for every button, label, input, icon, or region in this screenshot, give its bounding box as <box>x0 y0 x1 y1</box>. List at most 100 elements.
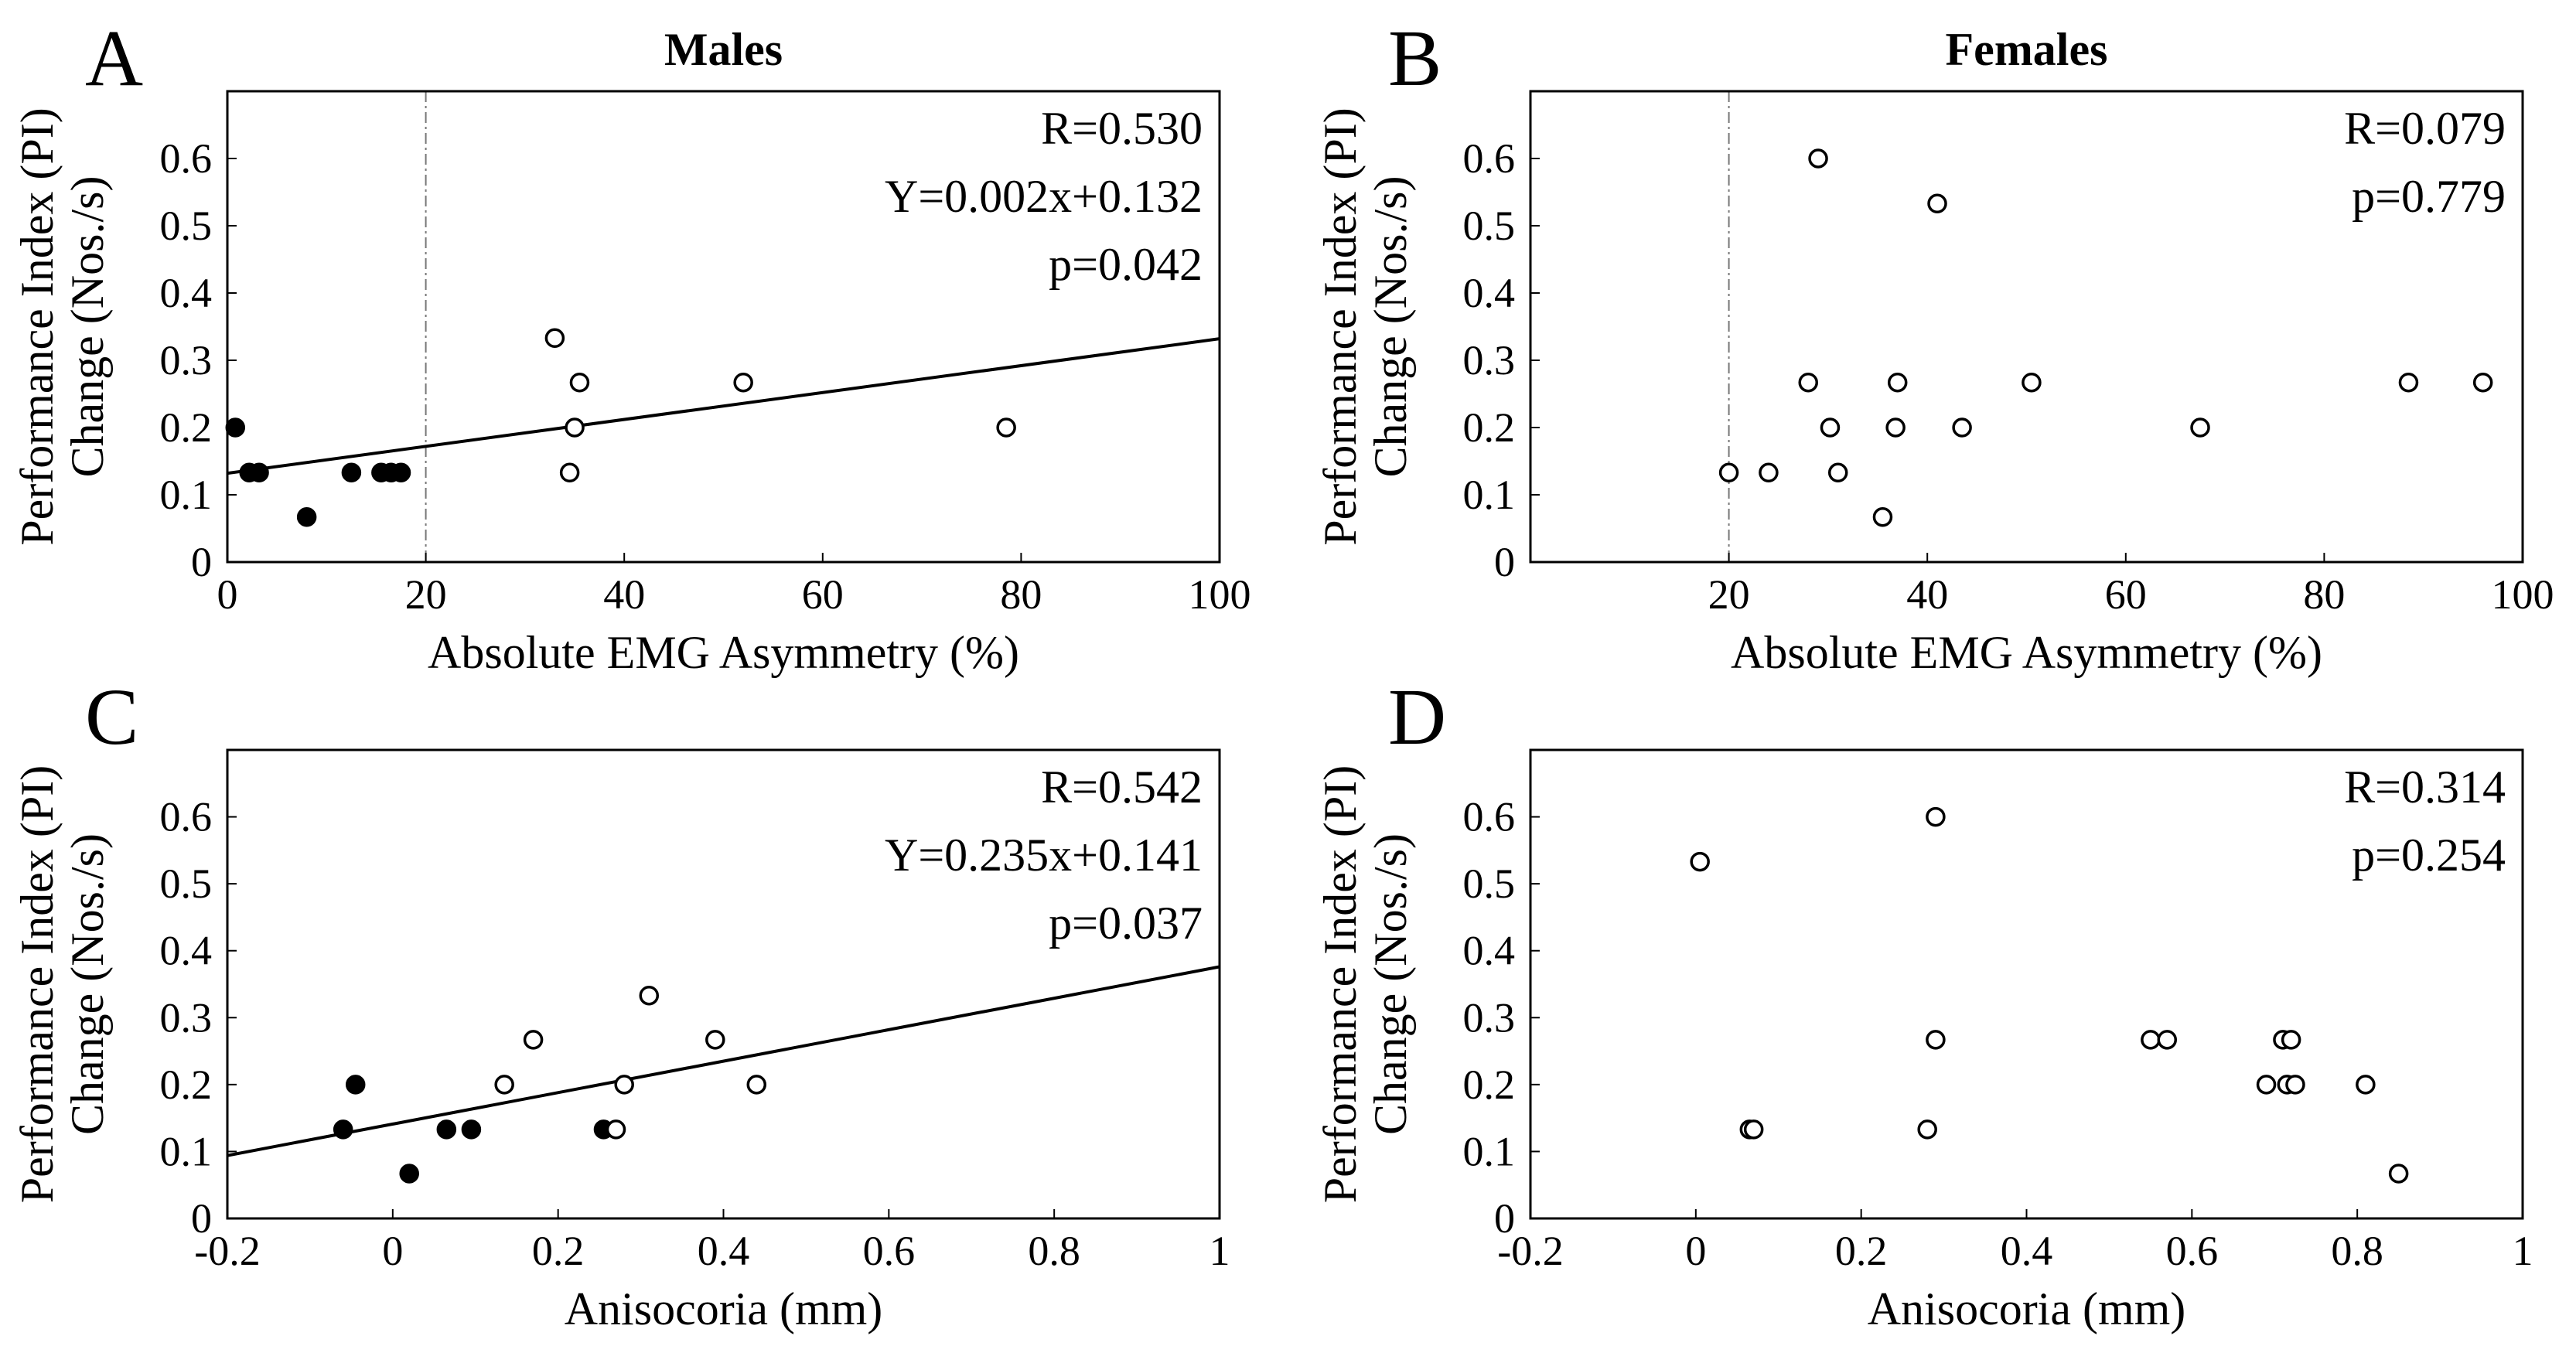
y-tick-label: 0.5 <box>160 203 213 249</box>
plot-frame <box>226 748 1221 1220</box>
data-point-filled <box>333 1119 353 1140</box>
y-axis-label-line: Change (Nos./s) <box>1365 176 1416 478</box>
data-point-open <box>559 462 580 483</box>
data-point-filled <box>225 417 246 438</box>
data-point-open <box>1917 1119 1937 1140</box>
x-tick-label: 0.6 <box>863 1228 916 1274</box>
data-point-open <box>606 1119 626 1140</box>
x-tick-label: 60 <box>2105 571 2147 618</box>
x-tick-label: 0.2 <box>1835 1228 1888 1274</box>
y-axis-label-line: Change (Nos./s) <box>62 176 113 478</box>
y-tick-label: 0.6 <box>1463 794 1516 840</box>
data-point-open <box>639 985 660 1006</box>
plot-frame <box>1529 748 2524 1220</box>
data-point-open <box>494 1075 514 1095</box>
y-tick-label: 0.3 <box>160 994 213 1041</box>
data-point-open <box>746 1075 767 1095</box>
data-point-open <box>523 1030 544 1050</box>
stat-annotation: R=0.314 <box>2344 762 2506 813</box>
y-axis-label-line: Change (Nos./s) <box>62 833 113 1135</box>
panel-d: D-0.2 0 0.2 0.4 0.6 0.8 100.10.20.30.40.50.6An… <box>1315 673 2533 1334</box>
y-tick-label: 0.5 <box>1463 203 1516 249</box>
x-tick-label: -0.2 <box>1497 1228 1563 1274</box>
x-axis-label: Absolute EMG Asymmetry (%) <box>428 627 1019 678</box>
y-axis-label-line: Performance Index (PI) <box>12 765 63 1203</box>
y-tick-label: 0.4 <box>1463 270 1516 316</box>
y-tick-label: 0 <box>1494 1195 1515 1242</box>
y-tick-label: 0.2 <box>160 404 213 451</box>
x-axis-label: Anisocoria (mm) <box>565 1283 883 1334</box>
y-tick-label: 0.5 <box>1463 860 1516 907</box>
y-tick-label: 0.3 <box>1463 337 1516 383</box>
data-point-open <box>2398 372 2419 393</box>
y-tick-label: 0.6 <box>160 135 213 182</box>
data-point-filled <box>345 1075 366 1095</box>
panel-letter: B <box>1388 14 1442 103</box>
x-tick-label: 0.6 <box>2166 1228 2219 1274</box>
x-tick-label: 20 <box>405 571 447 618</box>
y-tick-label: 0.1 <box>160 472 213 518</box>
panel-c: C-0.2 0 0.2 0.4 0.6 0.8 100.10.20.30.40.50.6An… <box>12 673 1230 1334</box>
x-tick-label: 1 <box>2513 1228 2533 1274</box>
panel-letter: A <box>85 14 143 103</box>
stat-annotation: R=0.542 <box>1041 762 1203 813</box>
data-point-open <box>2285 1075 2305 1095</box>
stat-annotation: R=0.530 <box>1041 103 1203 154</box>
data-point-open <box>1759 462 1779 483</box>
data-point-filled <box>461 1119 482 1140</box>
data-point-open <box>2281 1030 2301 1050</box>
panel-letter: D <box>1388 673 1446 762</box>
y-tick-label: 0.3 <box>160 337 213 383</box>
y-tick-label: 0.1 <box>1463 472 1516 518</box>
y-tick-label: 0.1 <box>1463 1128 1516 1174</box>
data-point-open <box>1718 462 1739 483</box>
x-tick-label: 80 <box>2303 571 2345 618</box>
stat-annotation: R=0.079 <box>2344 103 2506 154</box>
data-point-open <box>2190 417 2210 438</box>
x-tick-label: 0 <box>217 571 238 618</box>
x-tick-label: 100 <box>2492 571 2554 618</box>
data-point-open <box>569 372 590 393</box>
y-axis-label-line: Performance Index (PI) <box>1315 765 1366 1203</box>
x-tick-label: 0 <box>1685 1228 1706 1274</box>
x-tick-label: 0.8 <box>2331 1228 2383 1274</box>
data-point-open <box>2157 1030 2178 1050</box>
y-axis-label-line: Change (Nos./s) <box>1365 833 1416 1135</box>
x-tick-label: -0.2 <box>194 1228 260 1274</box>
data-point-open <box>565 417 585 438</box>
x-tick-label: 0.2 <box>532 1228 585 1274</box>
data-point-open <box>1952 417 1972 438</box>
data-point-open <box>1808 148 1828 169</box>
x-axis-label: Absolute EMG Asymmetry (%) <box>1731 627 2322 678</box>
stat-annotation: p=0.042 <box>1049 239 1203 290</box>
stat-annotation: p=0.037 <box>1049 898 1203 949</box>
x-tick-label: 80 <box>1000 571 1042 618</box>
y-tick-label: 0.2 <box>1463 1061 1516 1108</box>
x-tick-label: 40 <box>603 571 645 618</box>
y-tick-label: 0.2 <box>160 1061 213 1108</box>
x-tick-label: 1 <box>1210 1228 1230 1274</box>
panel-title: Females <box>1946 24 2108 75</box>
x-tick-label: 40 <box>1906 571 1948 618</box>
y-tick-label: 0.4 <box>160 270 213 316</box>
data-point-open <box>2256 1075 2277 1095</box>
y-tick-label: 0.2 <box>1463 404 1516 451</box>
data-point-open <box>2388 1164 2409 1184</box>
regression-line <box>227 965 1220 1157</box>
y-tick-label: 0.6 <box>160 794 213 840</box>
data-point-open <box>1885 417 1906 438</box>
y-tick-label: 0 <box>1494 539 1515 585</box>
data-point-open <box>1690 851 1710 872</box>
y-axis-label-line: Performance Index (PI) <box>12 107 63 545</box>
panel-title: Males <box>664 24 783 75</box>
data-point-filled <box>436 1119 457 1140</box>
x-tick-label: 0.4 <box>2001 1228 2053 1274</box>
data-point-filled <box>341 462 362 483</box>
panel-a: A Males 0 20 40 60 80 100 0 0.1 0.2 0.3 0.4 0.5 0.6 Abs… <box>12 14 1251 678</box>
data-point-open <box>2356 1075 2376 1095</box>
y-tick-label: 0.1 <box>160 1128 213 1174</box>
x-tick-label: 100 <box>1189 571 1251 618</box>
data-point-open <box>996 417 1016 438</box>
x-tick-label: 60 <box>802 571 844 618</box>
